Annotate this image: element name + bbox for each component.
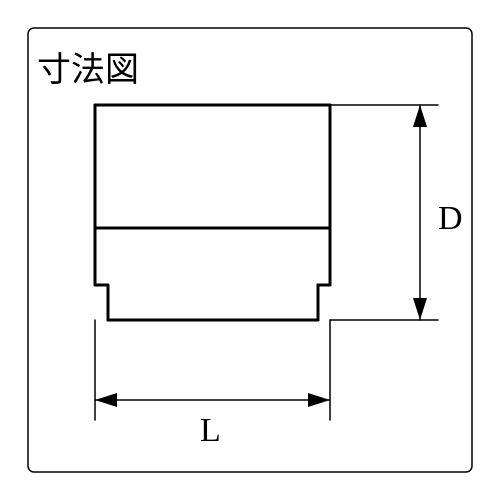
dimension-label-d: D <box>438 200 463 238</box>
dimension-drawing <box>0 0 500 500</box>
dimension-label-l: L <box>200 412 221 450</box>
diagram-canvas: 寸法図 D L <box>0 0 500 500</box>
